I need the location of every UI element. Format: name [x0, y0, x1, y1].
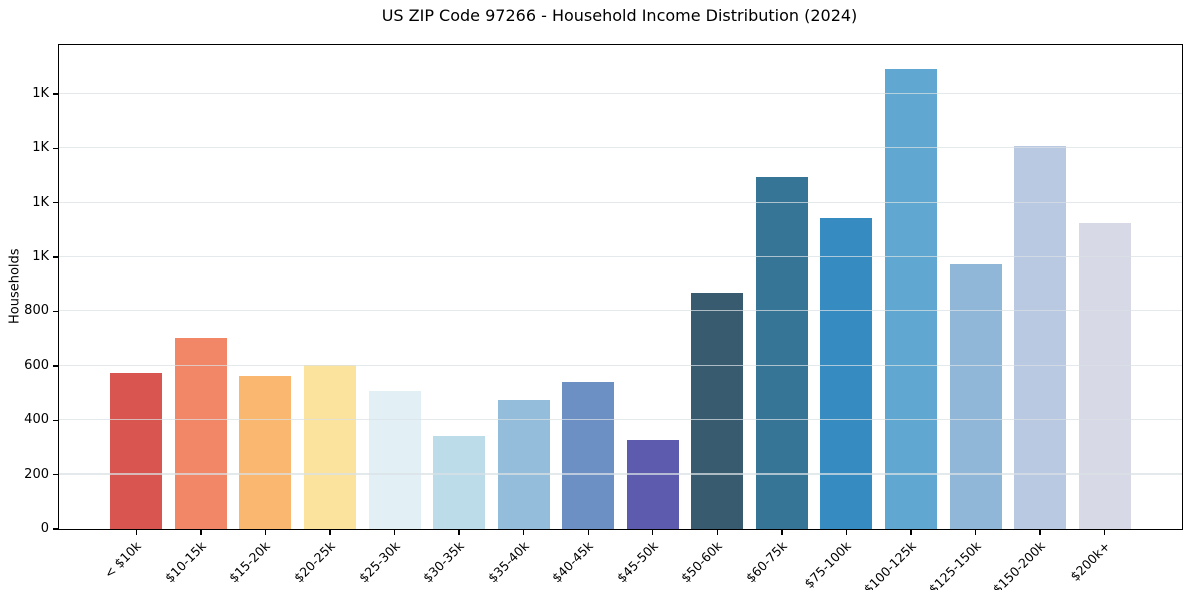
y-tick-label: 800 [24, 303, 49, 319]
y-tick-label: 200 [24, 466, 49, 482]
y-tick-mark [53, 528, 58, 530]
y-tick-label: 1K [32, 85, 49, 101]
bar [949, 264, 1002, 529]
x-tick-mark [329, 530, 331, 535]
bar [239, 376, 292, 529]
y-tick-label: 400 [24, 412, 49, 428]
bar [626, 439, 679, 529]
y-tick-mark [53, 93, 58, 95]
x-tick-mark [781, 530, 783, 535]
bar [820, 218, 873, 529]
bar [562, 382, 615, 529]
y-axis-label: Households [7, 248, 23, 324]
x-tick-mark [587, 530, 589, 535]
bar [368, 390, 421, 529]
bar-slot [427, 45, 492, 529]
bar-slot [362, 45, 427, 529]
y-tick-mark [53, 473, 58, 476]
bar-slot [556, 45, 621, 529]
y-tick-label: 0 [40, 521, 49, 536]
bar-slot [1008, 45, 1073, 529]
y-tick-label: 600 [24, 357, 49, 373]
bar [110, 372, 163, 529]
bar [1014, 145, 1067, 529]
bar-slot [750, 45, 815, 529]
y-tick-mark [53, 256, 58, 258]
bar-slot [621, 45, 686, 529]
chart-title: US ZIP Code 97266 - Household Income Dis… [381, 6, 858, 25]
bar-slot [685, 45, 750, 529]
bar-slot [169, 45, 234, 529]
bar-slot [814, 45, 879, 529]
x-tick-mark [910, 530, 912, 535]
bar-slot [943, 45, 1008, 529]
bar [755, 177, 808, 529]
x-tick-mark [200, 530, 202, 535]
y-tick-label: 1K [32, 194, 49, 210]
y-tick-label: 1K [32, 249, 49, 265]
bar [691, 293, 744, 529]
x-tick-mark [522, 530, 525, 535]
y-tick-mark [53, 147, 58, 150]
bar [1078, 223, 1131, 529]
x-tick-mark [1104, 530, 1106, 535]
bar [885, 69, 938, 529]
y-tick-label: 1K [32, 140, 49, 156]
y-tick-mark [53, 202, 58, 204]
x-tick-mark [845, 530, 848, 535]
bar-slot [1072, 45, 1137, 529]
x-tick-mark [716, 530, 719, 535]
x-tick-mark [652, 530, 654, 535]
bar [303, 365, 356, 529]
y-tick-mark [53, 310, 58, 313]
x-tick-mark [135, 530, 137, 535]
x-tick-mark [974, 530, 977, 535]
bar-slot [298, 45, 363, 529]
bar-slot [233, 45, 298, 529]
bar-slot [879, 45, 944, 529]
bar [174, 337, 227, 529]
bar-slot [491, 45, 556, 529]
plot-area: 0 200 400 600 800 1K 1K 1K 1K < $10k $10-15k $15-20… [24, 44, 1183, 590]
x-tick-mark [393, 530, 396, 535]
bar [433, 436, 486, 529]
y-tick-mark [53, 419, 58, 421]
x-tick-mark [458, 530, 460, 535]
x-tick-mark [1039, 530, 1041, 535]
x-tick-label: < $10k [101, 538, 145, 582]
x-tick-mark [264, 530, 267, 535]
bar-slot [104, 45, 169, 529]
bar [497, 400, 550, 529]
y-tick-mark [53, 365, 58, 367]
bar-row [59, 45, 1182, 529]
